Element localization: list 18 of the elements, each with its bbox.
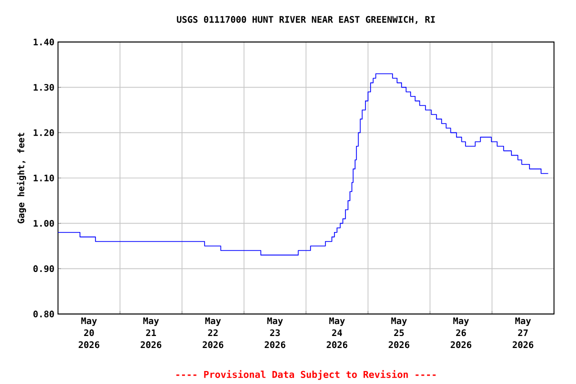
y-tick-label: 1.20 [34, 129, 54, 136]
y-tick-label: 1.40 [34, 38, 54, 46]
x-tick-label: May 20 2026 [78, 318, 100, 348]
text: ---- Provisional Data Subject to Revision ---- [176, 370, 436, 380]
y-tick-label: 1.10 [34, 174, 54, 182]
y-tick-label: 0.80 [33, 310, 54, 318]
chart-title: USGS 01117000 HUNT RIVER NEAR EAST GREENWICH, RI [176, 16, 435, 24]
x-tick-label: May 26 2026 [450, 318, 472, 348]
y-tick-label: 1.30 [34, 84, 54, 91]
x-tick-label: May 21 2026 [140, 318, 162, 348]
y-tick-label: 1.00 [34, 220, 54, 227]
y-tick-label: 0.90 [33, 265, 54, 272]
x-tick-label: May 22 2026 [202, 318, 224, 348]
x-tick-label: May 24 2026 [326, 318, 348, 348]
x-tick-label: May 27 2026 [512, 318, 534, 348]
x-tick-label: May 25 2026 [388, 318, 410, 348]
x-tick-label: May 23 2026 [264, 318, 286, 348]
y-axis-title: Gage height, feet [16, 132, 26, 224]
